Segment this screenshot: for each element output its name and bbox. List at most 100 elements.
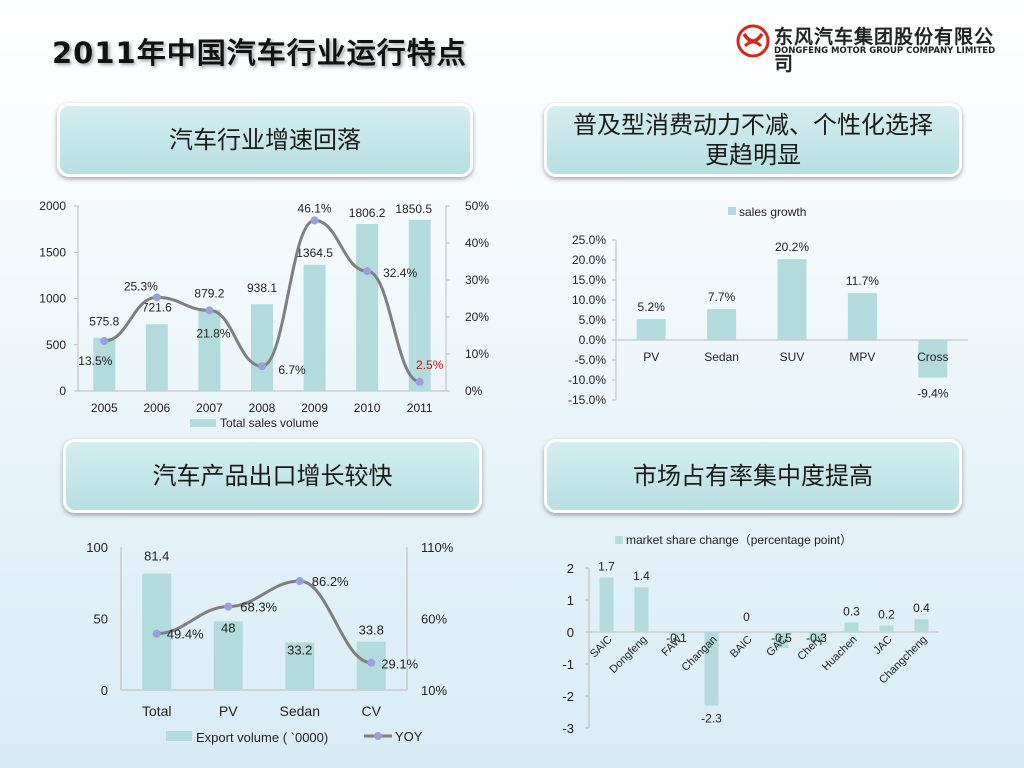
y-tick-label: 2 bbox=[567, 561, 574, 576]
bar-data-label: 879.2 bbox=[194, 287, 224, 301]
y-tick-label: -5.0% bbox=[575, 353, 607, 367]
legend-label-yoy: YOY bbox=[395, 729, 423, 744]
x-tick-label: 2009 bbox=[301, 401, 328, 415]
x-tick-label: 2008 bbox=[249, 401, 276, 415]
growth-rate-point bbox=[258, 362, 266, 371]
y-tick-label: 0 bbox=[567, 625, 574, 640]
bar-data-label: 575.8 bbox=[89, 315, 119, 329]
bar-sales-volume bbox=[251, 304, 273, 391]
growth-rate-point bbox=[100, 337, 109, 346]
x-tick-label: Sedan bbox=[280, 703, 320, 719]
panel-heading-text: 汽车产品出口增长较快 bbox=[152, 462, 393, 490]
x-tick-label: Total bbox=[142, 703, 172, 719]
bar-data-label: -9.4% bbox=[917, 387, 949, 401]
y-right-tick-label: 60% bbox=[421, 612, 447, 627]
bar-data-label: 7.7% bbox=[708, 290, 736, 304]
y-tick-label: 15.0% bbox=[572, 273, 606, 287]
bar-data-label: 20.2% bbox=[775, 240, 809, 254]
legend-label-market-share: market share change（percentage point） bbox=[626, 533, 852, 547]
y-right-tick-label: 20% bbox=[465, 310, 489, 324]
bar-sales-growth bbox=[636, 319, 666, 340]
y-right-tick-label: 0% bbox=[465, 384, 483, 398]
x-tick-label: JAC bbox=[871, 634, 894, 657]
x-tick-label: PV bbox=[643, 350, 659, 364]
bar-data-label: 48 bbox=[221, 620, 235, 635]
y-right-tick-label: 30% bbox=[465, 273, 489, 287]
bar-sales-volume bbox=[145, 324, 168, 391]
bar-market-share bbox=[704, 632, 719, 706]
x-tick-label: Cross bbox=[917, 350, 948, 364]
legend-swatch-sales-growth bbox=[728, 207, 736, 215]
x-tick-label: Dongfeng bbox=[607, 634, 649, 676]
growth-rate-label: 32.4% bbox=[383, 266, 417, 280]
panel-heading-text: 汽车行业增速回落 bbox=[169, 126, 361, 154]
bar-data-label: 1.4 bbox=[633, 569, 650, 583]
y-tick-label: 0.0% bbox=[579, 333, 607, 347]
panel-heading-market-share: 市场占有率集中度提高 bbox=[544, 439, 962, 513]
y-tick-label: 5.0% bbox=[579, 313, 607, 327]
bar-market-share bbox=[774, 632, 789, 648]
bar-data-label: 938.1 bbox=[247, 281, 277, 295]
legend-label-export-volume: Export volume ( `0000) bbox=[196, 730, 328, 745]
y-left-tick-label: 2000 bbox=[39, 199, 66, 213]
x-tick-label: BAIC bbox=[728, 634, 755, 661]
bar-sales-growth bbox=[918, 340, 948, 378]
y-left-tick-label: 100 bbox=[86, 540, 108, 555]
growth-rate-point bbox=[363, 267, 372, 276]
y-left-tick-label: 500 bbox=[46, 338, 66, 352]
x-tick-label: 2005 bbox=[91, 401, 118, 415]
growth-rate-point bbox=[310, 216, 319, 225]
x-tick-label: 2011 bbox=[407, 401, 433, 415]
page-title: 2011年中国汽车行业运行特点 bbox=[52, 36, 467, 70]
bar-sales-volume bbox=[303, 264, 326, 391]
bar-sales-volume bbox=[93, 337, 116, 391]
y-tick-label: 25.0% bbox=[572, 233, 606, 247]
y-tick-label: -3 bbox=[562, 721, 574, 736]
y-right-tick-label: 40% bbox=[465, 236, 489, 250]
growth-rate-point bbox=[205, 306, 214, 315]
bar-market-share bbox=[669, 632, 684, 636]
bar-data-label: -0.3 bbox=[806, 631, 827, 645]
bar-data-label: 81.4 bbox=[144, 549, 169, 564]
market-share-chart: market share change（percentage point） 2 1 0… bbox=[562, 533, 939, 736]
legend-swatch-export-volume bbox=[166, 731, 192, 741]
bar-sales-growth bbox=[777, 259, 807, 340]
y-tick-label: -2 bbox=[562, 689, 574, 704]
x-tick-label: 2006 bbox=[144, 401, 171, 415]
dongfeng-logo-icon bbox=[736, 24, 770, 58]
yoy-label: 49.4% bbox=[167, 627, 204, 642]
yoy-point bbox=[152, 629, 161, 638]
growth-rate-label: 46.1% bbox=[298, 201, 332, 215]
legend-swatch-market-share bbox=[615, 536, 623, 544]
growth-rate-point bbox=[415, 377, 424, 386]
bar-data-label: -2.3 bbox=[701, 712, 722, 726]
y-right-tick-label: 50% bbox=[465, 199, 489, 213]
panel-heading-text-line1: 普及型消费动力不减、个性化选择 bbox=[573, 111, 933, 139]
y-right-tick-label: 110% bbox=[421, 540, 454, 555]
bar-market-share bbox=[914, 619, 929, 632]
growth-rate-label: 2.5% bbox=[416, 358, 444, 372]
bar-data-label: 5.2% bbox=[638, 300, 666, 314]
bar-sales-growth bbox=[847, 293, 877, 340]
x-tick-label: MPV bbox=[849, 350, 875, 364]
x-tick-label: CV bbox=[362, 703, 382, 719]
sales-volume-chart: 0 500 1000 1500 2000 0% 10% 20% 30% 40% 50% 2005 200… bbox=[39, 199, 489, 430]
y-right-tick-label: 10% bbox=[465, 347, 489, 361]
y-left-tick-label: 1000 bbox=[39, 292, 66, 306]
y-tick-label: -1 bbox=[562, 657, 574, 672]
bar-data-label: -0.5 bbox=[771, 631, 792, 645]
legend-swatch-yoy-point bbox=[374, 732, 382, 740]
bar-data-label: 0.4 bbox=[913, 601, 930, 615]
bar-data-label: 1806.2 bbox=[349, 206, 386, 220]
bar-data-label: 11.7% bbox=[846, 274, 879, 288]
panel-heading-export: 汽车产品出口增长较快 bbox=[63, 439, 482, 513]
y-tick-label: 1 bbox=[567, 593, 574, 608]
y-left-tick-label: 1500 bbox=[39, 245, 66, 259]
growth-rate-label: 25.3% bbox=[124, 279, 158, 293]
bar-data-label: 1.7 bbox=[598, 560, 615, 574]
x-tick-label: 2007 bbox=[196, 401, 223, 415]
x-tick-label: SUV bbox=[780, 350, 805, 364]
legend-label-sales-growth: sales growth bbox=[739, 205, 806, 219]
x-tick-label: SAIC bbox=[588, 634, 615, 661]
bar-data-label: 1850.5 bbox=[395, 202, 432, 216]
